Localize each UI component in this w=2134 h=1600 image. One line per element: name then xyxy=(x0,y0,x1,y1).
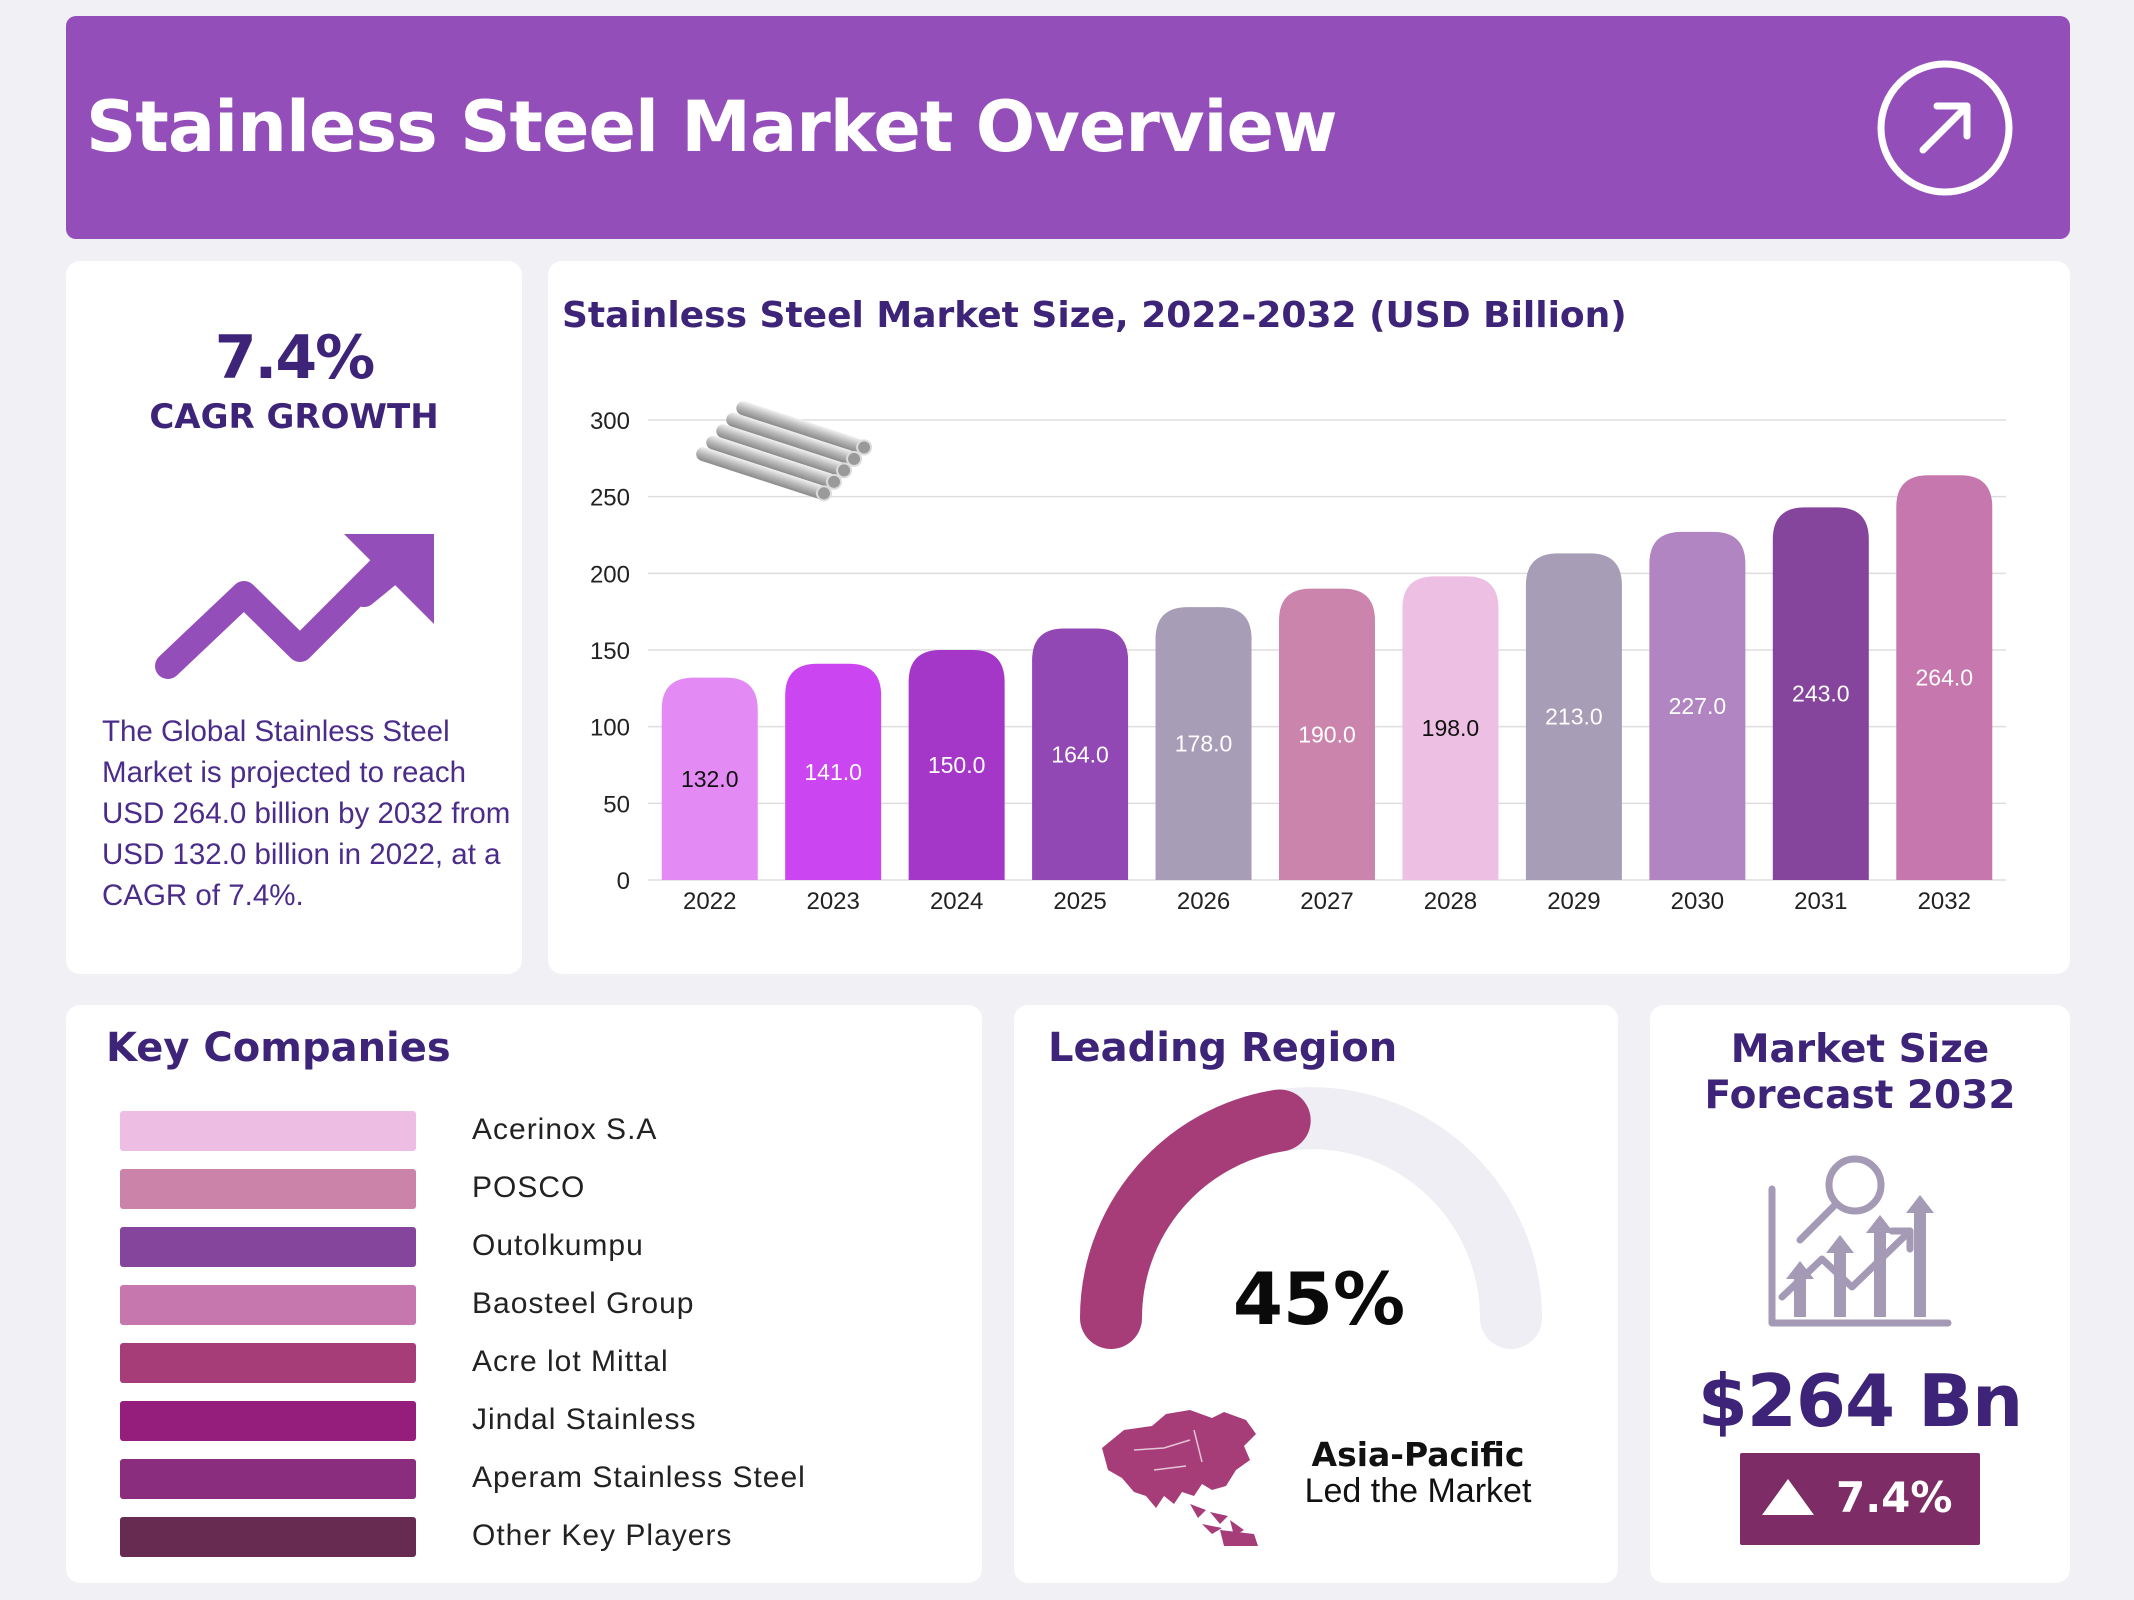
bar-chart: 0 50 100 150 200 250 300 132.0 2022 141.0 2023 150.… xyxy=(590,408,2006,915)
company-name: Acre lot Mittal xyxy=(472,1345,669,1378)
header-banner: Stainless Steel Market Overview xyxy=(66,16,2070,239)
forecast-value: $264 Bn xyxy=(1697,1359,2024,1443)
company-name: Other Key Players xyxy=(472,1519,733,1552)
companies-title: Key Companies xyxy=(106,1025,451,1071)
bar-value-label: 190.0 xyxy=(1298,721,1356,747)
bar-2030 xyxy=(1649,531,1746,880)
company-name: Acerinox S.A xyxy=(472,1113,658,1146)
arrow-up-right-circle-icon[interactable] xyxy=(1875,58,2015,198)
bar-2025 xyxy=(1032,628,1129,880)
key-companies-card: Key Companies Acerinox S.A POSCO Outolkump… xyxy=(66,1005,982,1583)
x-tick-label: 2027 xyxy=(1300,888,1353,915)
x-tick-label: 2024 xyxy=(930,888,983,915)
y-tick-label: 100 xyxy=(590,715,630,742)
bar-2028 xyxy=(1402,576,1499,880)
x-tick-label: 2030 xyxy=(1671,888,1724,915)
company-name: Aperam Stainless Steel xyxy=(472,1461,806,1494)
market-size-chart-card: Stainless Steel Market Size, 2022-2032 (… xyxy=(548,261,2070,974)
bar-value-label: 213.0 xyxy=(1545,704,1603,730)
growth-badge: 7.4% xyxy=(1740,1453,1980,1545)
asia-pacific-map-icon xyxy=(1102,1410,1258,1546)
bar-value-label: 178.0 xyxy=(1175,731,1233,757)
bar-2032 xyxy=(1896,475,1993,880)
cagr-label: CAGR GROWTH xyxy=(149,397,439,437)
bar-value-label: 198.0 xyxy=(1422,715,1480,741)
bar-2031 xyxy=(1772,507,1869,880)
growth-chart-magnifier-icon xyxy=(1768,1155,1952,1327)
x-tick-label: 2029 xyxy=(1547,888,1600,915)
bar-2027 xyxy=(1279,588,1375,880)
gauge-fill xyxy=(1080,1089,1311,1349)
bar-value-label: 264.0 xyxy=(1915,665,1973,691)
company-color-swatch xyxy=(120,1227,416,1267)
bar-value-label: 164.0 xyxy=(1051,741,1109,767)
y-tick-label: 50 xyxy=(603,791,630,818)
company-color-swatch xyxy=(120,1285,416,1325)
cagr-value: 7.4% xyxy=(214,323,375,393)
y-tick-label: 300 xyxy=(590,408,630,435)
x-tick-label: 2032 xyxy=(1918,888,1971,915)
bar-value-label: 141.0 xyxy=(804,759,862,785)
company-name: Outolkumpu xyxy=(472,1229,644,1262)
company-color-swatch xyxy=(120,1517,416,1557)
y-tick-label: 0 xyxy=(617,868,630,895)
company-color-swatch xyxy=(120,1459,416,1499)
bar-2022 xyxy=(661,677,758,880)
bar-value-label: 150.0 xyxy=(928,752,986,778)
y-tick-label: 150 xyxy=(590,638,630,665)
x-tick-label: 2031 xyxy=(1794,888,1847,915)
forecast-card: Market Size Forecast 2032 $264 Bn 7.4% xyxy=(1650,1005,2070,1583)
company-name: Baosteel Group xyxy=(472,1287,695,1320)
company-name: Jindal Stainless xyxy=(472,1403,697,1436)
triangle-up-icon xyxy=(1762,1479,1814,1515)
y-tick-label: 250 xyxy=(590,485,630,512)
region-name: Asia-Pacific xyxy=(1311,1435,1525,1474)
company-name: POSCO xyxy=(472,1171,586,1204)
x-tick-label: 2028 xyxy=(1424,888,1477,915)
x-tick-label: 2023 xyxy=(806,888,859,915)
bar-value-label: 132.0 xyxy=(681,766,739,792)
bar-2024 xyxy=(908,650,1005,880)
bar-value-label: 227.0 xyxy=(1669,693,1727,719)
bar-2029 xyxy=(1525,553,1622,880)
company-color-swatch xyxy=(120,1343,416,1383)
steel-pipes-icon xyxy=(696,401,873,502)
bar-value-label: 243.0 xyxy=(1792,681,1850,707)
company-color-swatch xyxy=(120,1111,416,1151)
trend-up-arrow-icon xyxy=(155,534,434,679)
y-tick-label: 200 xyxy=(590,561,630,588)
x-tick-label: 2025 xyxy=(1053,888,1106,915)
region-title: Leading Region xyxy=(1048,1025,1398,1071)
bar-2026 xyxy=(1155,607,1252,880)
x-tick-label: 2022 xyxy=(683,888,736,915)
cagr-card: 7.4% CAGR GROWTH The Global Stainless St… xyxy=(66,261,522,974)
page-title: Stainless Steel Market Overview xyxy=(86,86,1338,168)
forecast-title-line2: Forecast 2032 xyxy=(1704,1073,2016,1118)
cagr-description: The Global Stainless Steel Market is pro… xyxy=(102,715,511,912)
leading-region-card: Leading Region 45% Asia-Pacific Led the … xyxy=(1014,1005,1618,1583)
chart-title: Stainless Steel Market Size, 2022-2032 (… xyxy=(562,295,1627,336)
x-tick-label: 2026 xyxy=(1177,888,1230,915)
company-color-swatch xyxy=(120,1401,416,1441)
forecast-title: Market Size Forecast 2032 xyxy=(1650,1027,2070,1119)
forecast-title-line1: Market Size xyxy=(1730,1027,1990,1072)
gauge-value: 45% xyxy=(1232,1257,1406,1341)
region-share-gauge xyxy=(1080,1087,1542,1349)
growth-badge-value: 7.4% xyxy=(1836,1473,1953,1522)
region-subtitle: Led the Market xyxy=(1304,1472,1532,1510)
company-color-swatch xyxy=(120,1169,416,1209)
bar-2023 xyxy=(785,663,882,880)
